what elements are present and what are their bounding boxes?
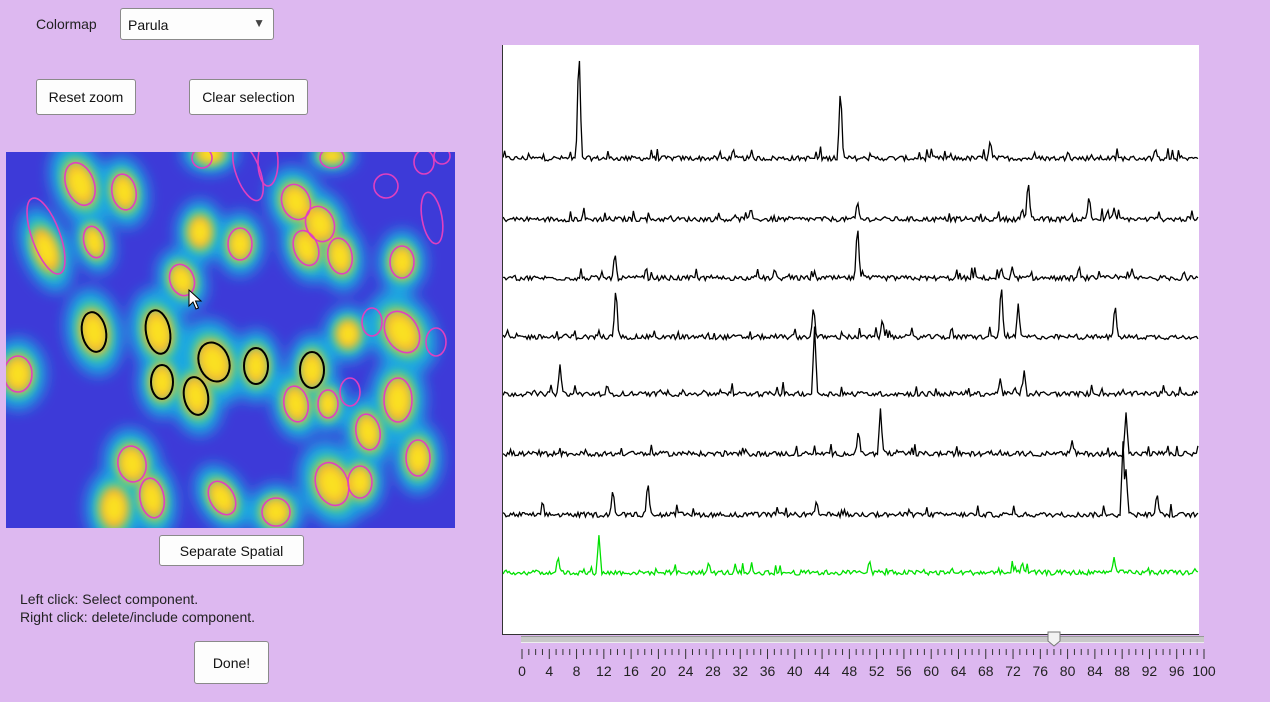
trace-component-2[interactable] xyxy=(503,184,1199,225)
slider-tick-label: 48 xyxy=(842,663,858,679)
temporal-traces-plot[interactable] xyxy=(502,45,1199,635)
slider-scale: 0 4 8 12 16 20 24 28 32 36 40 44 48 52 56 60 64 68 72 76 80 8… xyxy=(518,649,1216,679)
slider-tick-label: 92 xyxy=(1142,663,1158,679)
slider-tick-label: 56 xyxy=(896,663,912,679)
colormap-select[interactable]: Parula ▼ xyxy=(120,8,274,40)
trace-background[interactable] xyxy=(503,535,1199,578)
slider-tick-label: 16 xyxy=(623,663,639,679)
trace-component-7[interactable] xyxy=(503,441,1199,520)
help-right-click: Right click: delete/include component. xyxy=(20,609,256,625)
slider-tick-label: 76 xyxy=(1033,663,1049,679)
spatial-component-map[interactable] xyxy=(6,152,455,528)
trace-component-4[interactable] xyxy=(503,289,1199,342)
slider-tick-label: 20 xyxy=(651,663,667,679)
mouse-cursor-icon xyxy=(188,288,203,310)
slider-tick-label: 0 xyxy=(518,663,526,679)
trace-component-3[interactable] xyxy=(503,230,1199,283)
trace-component-5[interactable] xyxy=(503,326,1199,399)
colormap-label: Colormap xyxy=(36,16,97,32)
slider-tick-label: 8 xyxy=(573,663,581,679)
slider-tick-label: 84 xyxy=(1087,663,1103,679)
slider-tick-label: 12 xyxy=(596,663,612,679)
slider-tick-label: 40 xyxy=(787,663,803,679)
slider-tick-label: 28 xyxy=(705,663,721,679)
slider-tick-label: 100 xyxy=(1192,663,1216,679)
slider-tick-label: 80 xyxy=(1060,663,1076,679)
help-left-click: Left click: Select component. xyxy=(20,591,199,607)
chevron-down-icon: ▼ xyxy=(253,16,265,30)
colormap-value: Parula xyxy=(128,17,169,33)
slider-tick-label: 24 xyxy=(678,663,694,679)
reset-zoom-button[interactable]: Reset zoom xyxy=(36,79,136,115)
slider-tick-label: 60 xyxy=(923,663,939,679)
slider-tick-label: 36 xyxy=(760,663,776,679)
slider-tick-label: 72 xyxy=(1005,663,1021,679)
trace-component-6[interactable] xyxy=(503,408,1199,459)
frame-slider-track[interactable] xyxy=(521,636,1204,643)
slider-tick-label: 68 xyxy=(978,663,994,679)
frame-slider-thumb[interactable] xyxy=(1047,631,1061,647)
slider-tick-label: 96 xyxy=(1169,663,1185,679)
slider-tick-label: 4 xyxy=(545,663,553,679)
separate-spatial-button[interactable]: Separate Spatial xyxy=(159,535,304,566)
clear-selection-button[interactable]: Clear selection xyxy=(189,79,308,115)
slider-tick-label: 32 xyxy=(732,663,748,679)
slider-tick-label: 44 xyxy=(814,663,830,679)
done-button[interactable]: Done! xyxy=(194,641,269,684)
trace-component-1[interactable] xyxy=(503,60,1199,163)
slider-tick-label: 52 xyxy=(869,663,885,679)
slider-tick-label: 64 xyxy=(951,663,967,679)
slider-tick-label: 88 xyxy=(1114,663,1130,679)
